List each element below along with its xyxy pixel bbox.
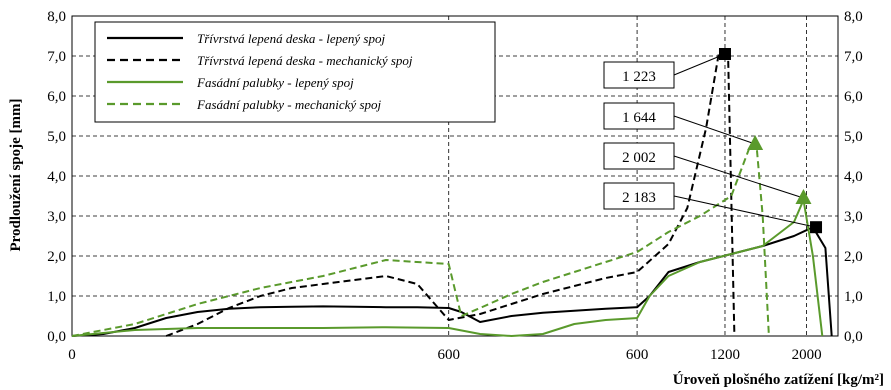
- callout-leader: [674, 156, 803, 198]
- callouts: 1 223 1 644 2 002 2 183: [604, 48, 822, 233]
- callout-label: 2 002: [622, 150, 656, 166]
- y-tick-label-left: 0,0: [47, 329, 66, 345]
- y-tick-label-left: 6,0: [47, 89, 66, 105]
- x-tick-label: 600: [437, 347, 460, 363]
- x-tick-label: 0: [68, 347, 76, 363]
- x-tick-label: 1200: [710, 347, 740, 363]
- y-tick-label-right: 3,0: [844, 209, 863, 225]
- legend-label: Fasádní palubky - mechanický spoj: [196, 97, 382, 112]
- y-tick-label-left: 8,0: [47, 9, 66, 25]
- y-axis-title: Prodloužení spoje [mm]: [8, 98, 24, 251]
- y-tick-label-right: 7,0: [844, 49, 863, 65]
- x-axis-title: Úroveň plošného zatížení [kg/m²]: [673, 371, 884, 388]
- y-tick-label-left: 7,0: [47, 49, 66, 65]
- end-marker-square: [719, 48, 731, 60]
- x-tick-label: 600: [626, 347, 649, 363]
- end-marker-square: [810, 221, 822, 233]
- legend: Třívrstvá lepená deska - lepený spoj Třív…: [95, 22, 495, 122]
- legend-label: Třívrstvá lepená deska - lepený spoj: [197, 31, 385, 46]
- y-tick-label-right: 2,0: [844, 249, 863, 265]
- callout-leader: [674, 54, 725, 75]
- y-tick-label-left: 2,0: [47, 249, 66, 265]
- y-tick-label-right: 6,0: [844, 89, 863, 105]
- y-tick-label-right: 0,0: [844, 329, 863, 345]
- callout-label: 2 183: [622, 190, 656, 206]
- y-tick-label-right: 1,0: [844, 289, 863, 305]
- y-tick-label-right: 4,0: [844, 169, 863, 185]
- callout-leader: [674, 196, 816, 227]
- y-tick-label-right: 5,0: [844, 129, 863, 145]
- y-tick-label-left: 3,0: [47, 209, 66, 225]
- y-tick-label-left: 4,0: [47, 169, 66, 185]
- callout-leader: [674, 116, 755, 144]
- y-tick-label-left: 1,0: [47, 289, 66, 305]
- series-line-3: [72, 200, 822, 336]
- callout-label: 1 223: [622, 69, 656, 85]
- y-tick-label-right: 8,0: [844, 9, 863, 25]
- legend-label: Fasádní palubky - lepený spoj: [196, 75, 354, 90]
- x-tick-label: 2000: [792, 347, 822, 363]
- callout-label: 1 644: [622, 110, 656, 126]
- y-tick-label-left: 5,0: [47, 129, 66, 145]
- legend-label: Třívrstvá lepená deska - mechanický spoj: [197, 53, 413, 68]
